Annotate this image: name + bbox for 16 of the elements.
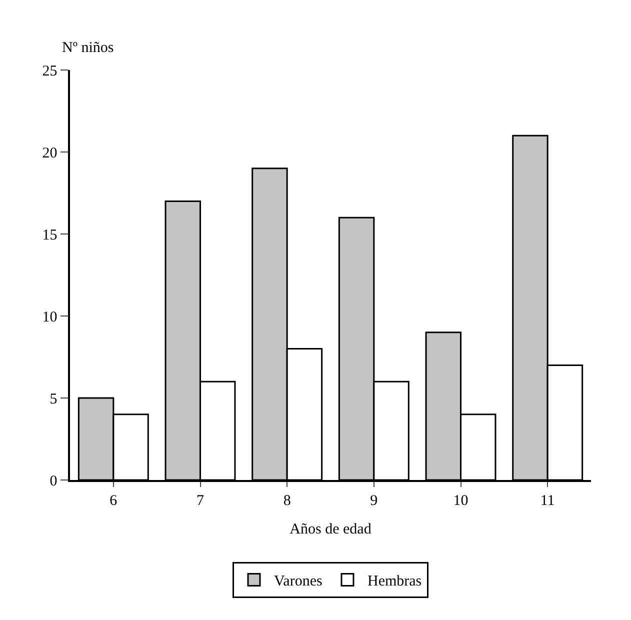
y-tick-label: 5 [50, 391, 58, 408]
x-tick-label: 10 [453, 492, 468, 509]
y-tick-label: 0 [50, 473, 58, 490]
y-tick-label: 15 [42, 227, 58, 244]
x-axis-title: Años de edad [290, 521, 372, 538]
y-tick-label: 25 [42, 63, 58, 80]
x-tick-label: 7 [196, 492, 204, 509]
y-axis-title: Nº niños [62, 40, 114, 56]
x-tick-label: 6 [110, 492, 118, 509]
legend-label: Hembras [367, 574, 422, 590]
y-tick-label: 20 [42, 145, 58, 162]
y-tick-label: 10 [42, 309, 58, 326]
x-tick-label: 8 [283, 492, 291, 509]
x-tick-label: 9 [370, 492, 378, 509]
legend-label: Varones [274, 574, 322, 590]
x-tick-label: 11 [540, 492, 555, 509]
